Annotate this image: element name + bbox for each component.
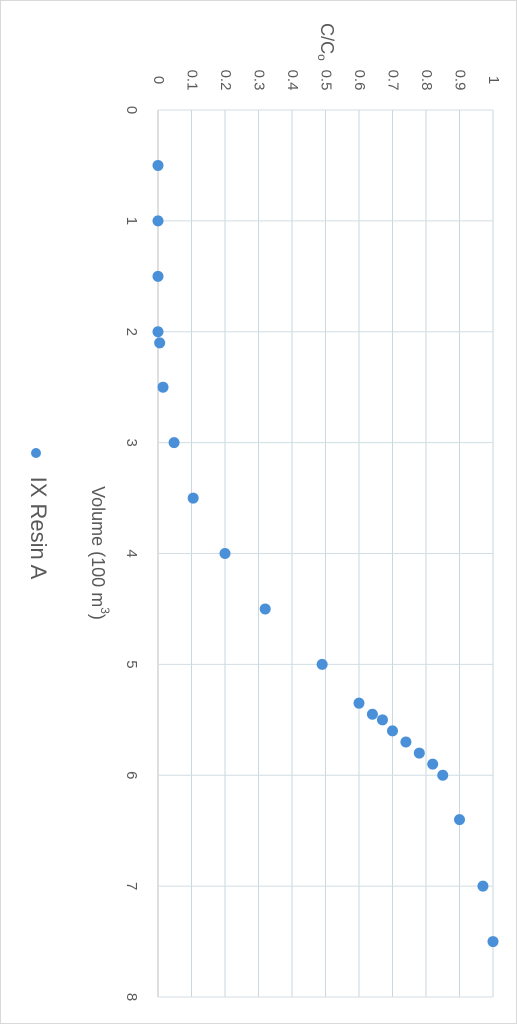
data-point xyxy=(413,747,425,759)
y-tick-label: 0.1 xyxy=(184,70,201,91)
y-tick-label: 0.7 xyxy=(385,70,402,91)
y-tick-label: 0 xyxy=(150,76,167,84)
data-point xyxy=(154,337,166,349)
y-axis-title: C/Co xyxy=(315,23,337,61)
y-tick-label: 0.5 xyxy=(318,70,335,91)
y-tick-label: 1 xyxy=(485,76,502,84)
legend: IX Resin A xyxy=(26,448,51,580)
data-point xyxy=(316,658,328,670)
x-tick-label: 6 xyxy=(123,771,140,779)
y-axis-title-main: C/C xyxy=(317,23,337,54)
x-tick-label: 7 xyxy=(123,882,140,890)
data-point xyxy=(152,270,164,282)
x-axis-title-sup: 3 xyxy=(98,607,112,614)
data-point xyxy=(387,725,398,737)
x-tick-label: 4 xyxy=(123,549,140,557)
legend-label: IX Resin A xyxy=(26,477,51,580)
data-point xyxy=(366,708,378,720)
x-axis-title-tail: ) xyxy=(88,614,108,620)
data-point xyxy=(259,603,271,615)
y-tick-labels: 0 0.1 0.2 0.3 0.4 0.5 0.6 0.7 0.8 0.9 1 xyxy=(150,70,502,91)
data-point xyxy=(152,159,164,171)
data-point xyxy=(168,437,180,449)
x-tick-label: 2 xyxy=(123,328,140,336)
data-point xyxy=(157,381,169,393)
data-point xyxy=(187,492,199,504)
x-tick-label: 1 xyxy=(123,217,140,225)
data-point xyxy=(437,769,449,781)
x-tick-labels: 0 1 2 3 4 5 6 7 8 xyxy=(123,106,140,1001)
data-point xyxy=(454,814,465,826)
data-point xyxy=(376,714,388,726)
y-axis-title-sub: o xyxy=(315,54,329,61)
data-point xyxy=(477,880,489,892)
data-point xyxy=(487,936,499,948)
data-point xyxy=(427,758,439,770)
x-tick-label: 0 xyxy=(123,106,140,114)
y-tick-label: 0.6 xyxy=(351,70,368,91)
data-point xyxy=(152,326,164,338)
x-tick-label: 3 xyxy=(123,438,140,446)
y-tick-label: 0.4 xyxy=(284,70,301,91)
y-tick-label: 0.8 xyxy=(418,70,435,91)
data-point xyxy=(400,736,412,748)
data-point xyxy=(219,548,231,559)
y-tick-label: 0.9 xyxy=(452,70,469,91)
x-axis-title: Volume (100 m3) xyxy=(88,486,112,620)
y-tick-label: 0.3 xyxy=(251,70,268,91)
x-axis-title-main: Volume (100 m xyxy=(88,486,108,607)
data-points xyxy=(152,159,499,948)
gridlines xyxy=(157,109,494,998)
data-point xyxy=(353,697,365,709)
legend-marker xyxy=(31,448,41,458)
data-point xyxy=(152,215,164,227)
x-tick-label: 8 xyxy=(123,993,140,1001)
x-tick-label: 5 xyxy=(123,660,140,668)
y-tick-label: 0.2 xyxy=(217,70,234,91)
